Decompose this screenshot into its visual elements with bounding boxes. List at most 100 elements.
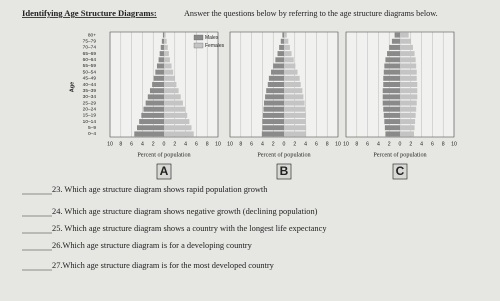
female-bar bbox=[164, 38, 167, 44]
female-bar bbox=[164, 94, 181, 100]
age-group-label: 45–49 bbox=[83, 76, 97, 82]
female-bar bbox=[284, 38, 289, 44]
x-tick-label: 4 bbox=[420, 141, 423, 147]
male-bar bbox=[394, 32, 400, 38]
female-bar bbox=[284, 82, 301, 87]
plot-frame bbox=[345, 31, 455, 138]
female-bar bbox=[400, 131, 415, 137]
female-bar bbox=[284, 32, 287, 38]
male-bar bbox=[385, 131, 400, 137]
female-bar bbox=[164, 57, 170, 63]
age-group-label: 0–4 bbox=[88, 131, 96, 137]
female-bar bbox=[284, 100, 305, 106]
female-bar bbox=[164, 131, 194, 137]
male-bar bbox=[261, 131, 284, 137]
male-bar bbox=[139, 119, 164, 125]
x-tick-label: 6 bbox=[366, 141, 369, 147]
male-bar bbox=[382, 88, 400, 94]
male-bar bbox=[277, 51, 284, 57]
male-bar bbox=[273, 63, 284, 69]
y-axis-label: Age bbox=[69, 82, 75, 92]
female-bar bbox=[400, 106, 417, 112]
female-bar bbox=[400, 63, 417, 69]
male-bar bbox=[153, 75, 164, 81]
female-bar bbox=[400, 82, 418, 87]
plot-frame bbox=[109, 31, 219, 138]
question: 27.Which age structure diagram is for th… bbox=[52, 261, 275, 270]
female-bar bbox=[164, 106, 186, 112]
male-bar bbox=[382, 94, 400, 100]
male-bar bbox=[158, 57, 164, 63]
male-bar bbox=[266, 88, 284, 94]
male-bar bbox=[149, 88, 164, 94]
male-bar bbox=[384, 119, 400, 125]
x-tick-label: 6 bbox=[250, 141, 253, 147]
female-bar bbox=[164, 82, 177, 87]
age-group-label: 80+ bbox=[88, 32, 96, 38]
female-bar bbox=[400, 38, 411, 44]
age-group-label: 15–19 bbox=[83, 113, 97, 119]
male-bar bbox=[262, 119, 284, 125]
x-tick-label: 10 bbox=[343, 141, 349, 147]
x-tick-label: 8 bbox=[206, 141, 209, 147]
legend-swatch bbox=[193, 34, 204, 41]
age-group-label: 70–74 bbox=[83, 45, 97, 51]
male-bar bbox=[147, 94, 164, 100]
age-group-label: 10–14 bbox=[83, 119, 97, 125]
male-bar bbox=[387, 51, 400, 57]
question: 24. Which age structure diagram shows ne… bbox=[52, 207, 318, 216]
male-bar bbox=[141, 112, 164, 118]
male-bar bbox=[137, 125, 164, 131]
x-tick-label: 8 bbox=[442, 141, 445, 147]
age-group-label: 35–39 bbox=[83, 88, 97, 94]
male-bar bbox=[383, 75, 400, 81]
age-group-label: 30–34 bbox=[83, 94, 97, 100]
female-bar bbox=[164, 32, 166, 38]
x-axis-label: Percent of population bbox=[373, 151, 426, 158]
female-bar bbox=[400, 32, 409, 38]
x-tick-label: 10 bbox=[451, 141, 457, 147]
age-group-label: 65–69 bbox=[83, 51, 97, 57]
x-tick-label: 4 bbox=[377, 141, 380, 147]
male-bar bbox=[263, 106, 284, 112]
male-bar bbox=[145, 100, 164, 106]
age-group-label: 40–44 bbox=[83, 82, 97, 88]
female-bar bbox=[164, 88, 179, 94]
male-bar bbox=[383, 112, 400, 118]
diagram-letter-box bbox=[156, 163, 172, 180]
legend-label: Females bbox=[205, 43, 225, 49]
female-bar bbox=[400, 51, 415, 57]
female-bar bbox=[400, 44, 413, 50]
age-group-label: 75–79 bbox=[83, 39, 97, 45]
age-group-label: 25–29 bbox=[83, 100, 97, 106]
male-bar bbox=[161, 38, 164, 44]
female-bar bbox=[164, 51, 169, 57]
male-bar bbox=[384, 63, 400, 69]
male-bar bbox=[155, 69, 164, 75]
male-bar bbox=[143, 106, 164, 112]
male-bar bbox=[385, 57, 400, 63]
female-bar bbox=[284, 119, 306, 125]
x-tick-label: 6 bbox=[431, 141, 434, 147]
female-bar bbox=[164, 112, 188, 118]
female-bar bbox=[400, 88, 418, 94]
question: 23. Which age structure diagram shows ra… bbox=[52, 185, 268, 194]
heading: Identifying Age Structure Diagrams: bbox=[22, 8, 157, 18]
x-tick-label: 10 bbox=[227, 141, 233, 147]
x-tick-label: 2 bbox=[152, 141, 155, 147]
female-bar bbox=[164, 44, 168, 50]
male-bar bbox=[264, 100, 284, 106]
age-group-label: 5–9 bbox=[88, 125, 96, 131]
x-tick-label: 6 bbox=[195, 141, 198, 147]
age-group-label: 60–64 bbox=[83, 57, 97, 63]
male-bar bbox=[271, 69, 284, 75]
male-bar bbox=[268, 75, 284, 81]
male-bar bbox=[262, 125, 284, 131]
female-bar bbox=[284, 57, 294, 63]
x-tick-label: 0 bbox=[163, 141, 166, 147]
male-bar bbox=[265, 94, 284, 100]
question: 25. Which age structure diagram shows a … bbox=[52, 224, 327, 233]
x-tick-label: 10 bbox=[335, 141, 341, 147]
plot-frame bbox=[229, 31, 339, 138]
male-bar bbox=[267, 82, 284, 87]
